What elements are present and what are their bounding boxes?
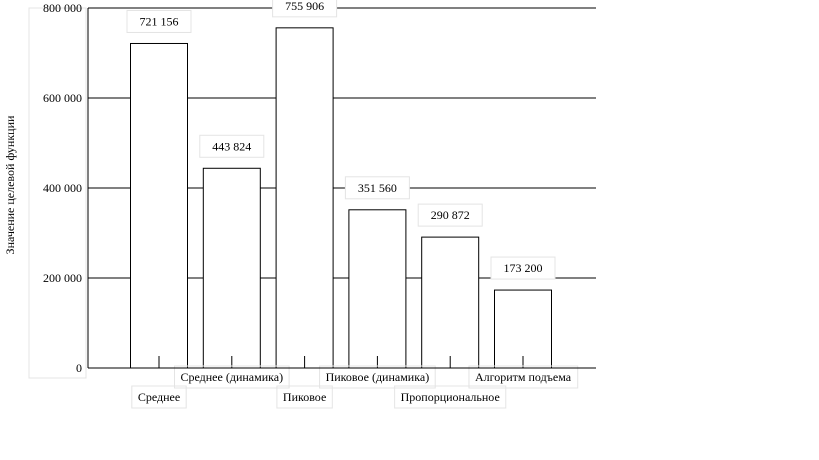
bar (130, 42, 188, 369)
y-tick-label: 200 000 (43, 271, 82, 285)
category-label: Алгоритм подъема (475, 370, 572, 384)
y-tick-label-box (28, 7, 87, 379)
category-label: Среднее (138, 390, 180, 404)
value-label: 290 872 (431, 208, 470, 222)
category-label: Пиковое (динамика) (326, 370, 430, 384)
category-label: Среднее (динамика) (180, 370, 283, 384)
value-label: 755 906 (285, 0, 324, 13)
bar (494, 289, 552, 369)
value-label-box (344, 176, 410, 200)
value-labels: 721 156 443 824 755 906 351 560 290 872 173 2… (126, 0, 556, 280)
category-label: Пропорциональное (401, 390, 500, 404)
category-label-box (131, 385, 187, 409)
value-label-box (126, 9, 192, 33)
value-label-box (490, 256, 556, 280)
value-label-box (417, 203, 483, 227)
y-tick-label: 800 000 (43, 1, 82, 15)
y-tick-label: 0 (76, 361, 82, 375)
category-label-box (394, 385, 507, 409)
value-label: 351 560 (358, 181, 397, 195)
category-label-box (173, 365, 290, 389)
value-label: 721 156 (140, 14, 179, 28)
category-label-box (276, 385, 333, 409)
category-label-box (468, 365, 579, 389)
bar (202, 167, 261, 369)
y-axis-title: Значение целевой функции (3, 115, 17, 254)
y-tick-label: 600 000 (43, 91, 82, 105)
bar (275, 27, 334, 369)
y-tick-labels: 0 200 000 400 000 600 000 800 000 (28, 1, 87, 379)
value-label-box (272, 0, 338, 18)
value-label: 173 200 (504, 261, 543, 275)
bars (130, 27, 552, 369)
value-label-box (199, 134, 265, 158)
value-label: 443 824 (212, 139, 251, 153)
category-label-box (319, 365, 436, 389)
category-label: Пиковое (283, 390, 326, 404)
bar (348, 209, 407, 369)
bar (421, 236, 480, 369)
y-tick-label: 400 000 (43, 181, 82, 195)
